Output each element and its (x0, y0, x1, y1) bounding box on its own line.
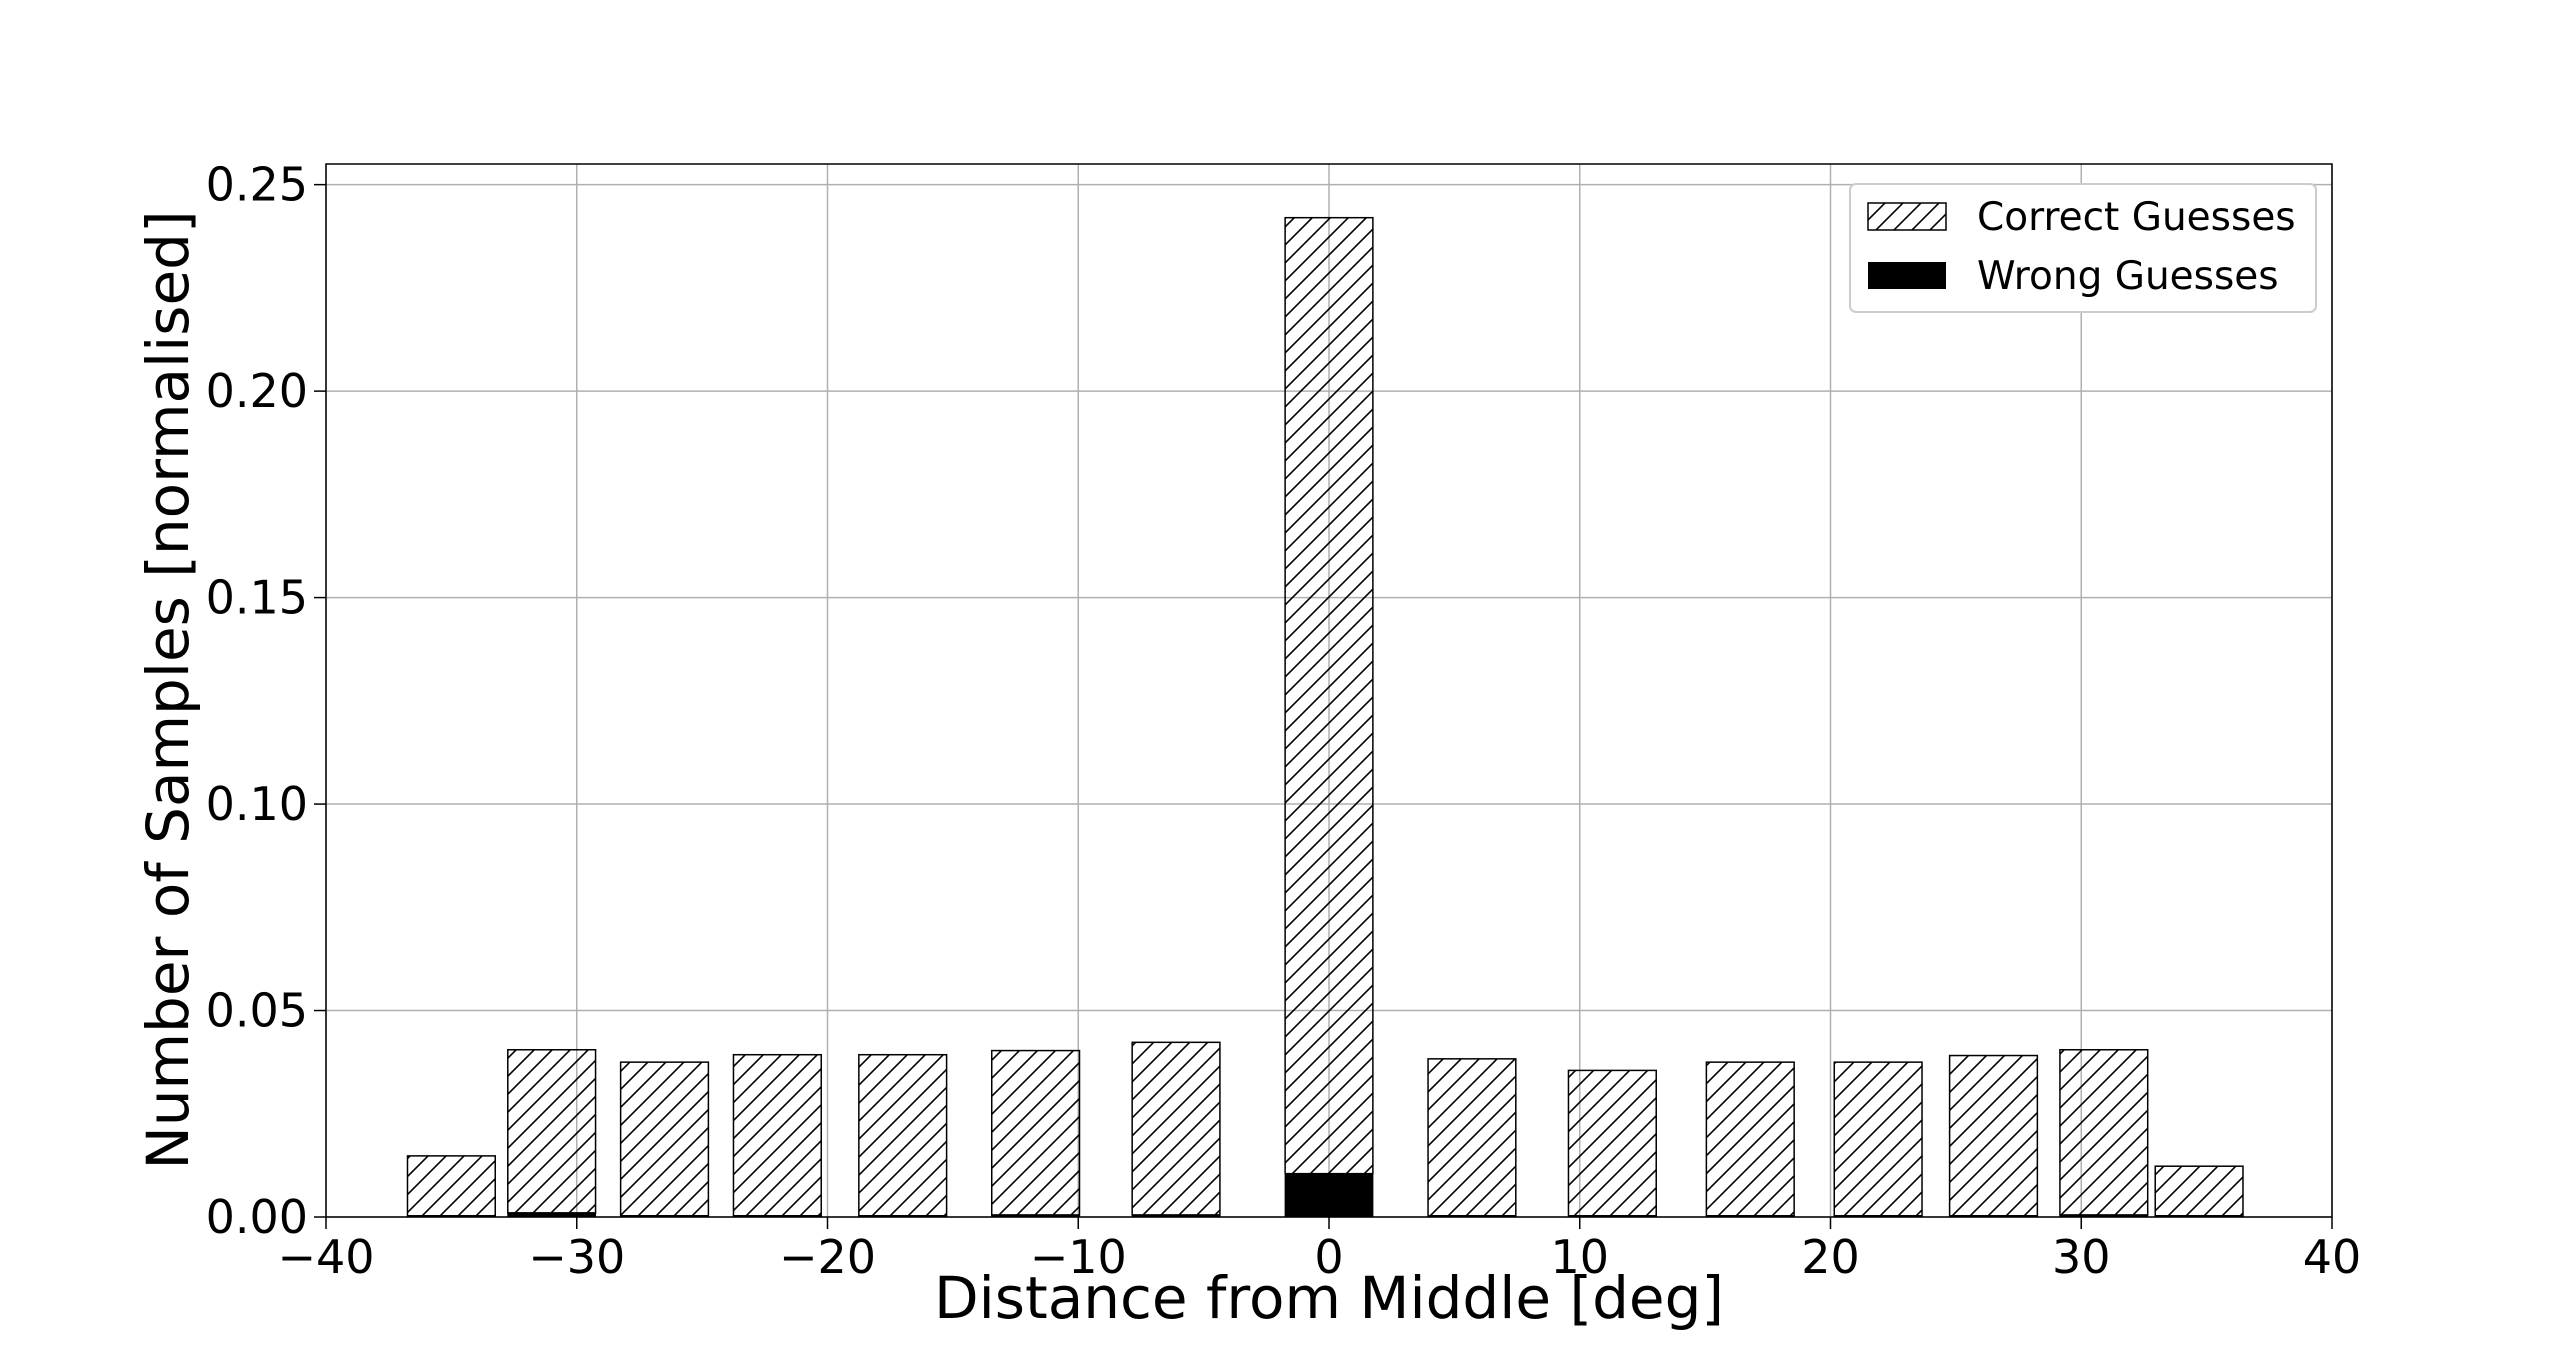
x-axis-label: Distance from Middle [deg] (934, 1264, 1724, 1332)
x-tick-label: −10 (1030, 1230, 1127, 1284)
legend: Correct Guesses Wrong Guesses (1849, 183, 2317, 313)
y-tick-label: 0.25 (206, 158, 308, 212)
x-tick-label: 0 (1314, 1230, 1343, 1284)
bar-correct (1567, 1069, 1657, 1217)
bar-correct (2154, 1165, 2244, 1217)
legend-swatch-correct (1867, 202, 1947, 231)
ticks: −40 −30 −20 −10 0 10 20 30 40 0.00 0.05 0.10 0.15 0.2… (206, 158, 2362, 1284)
x-tick-label: −40 (277, 1230, 374, 1284)
legend-swatch-wrong (1868, 262, 1946, 289)
x-tick-label: −30 (528, 1230, 625, 1284)
bar-correct (619, 1061, 710, 1217)
legend-label-wrong: Wrong Guesses (1977, 254, 2279, 299)
y-tick-label: 0.05 (206, 984, 308, 1038)
x-tick-label: 10 (1550, 1230, 1609, 1284)
bar-correct (2059, 1049, 2149, 1216)
bar-correct (507, 1049, 597, 1214)
bar-correct (1948, 1054, 2039, 1217)
bar-correct (1284, 216, 1374, 1175)
y-tick-label: 0.10 (206, 777, 308, 831)
bars (406, 216, 2244, 1218)
bar-correct (1427, 1058, 1517, 1217)
x-tick-label: 30 (2052, 1230, 2111, 1284)
bar-correct (732, 1053, 822, 1217)
bar-correct (1705, 1061, 1795, 1217)
x-tick-label: 40 (2303, 1230, 2362, 1284)
x-tick-label: 20 (1801, 1230, 1860, 1284)
bar-correct (858, 1053, 948, 1217)
x-tick-label: −20 (779, 1230, 876, 1284)
y-tick-label: 0.20 (206, 364, 308, 418)
bar-correct (1833, 1061, 1923, 1217)
legend-box (1849, 183, 2317, 313)
y-tick-label: 0.15 (206, 571, 308, 625)
y-tick-label: 0.00 (206, 1190, 308, 1244)
y-axis-label: Number of Samples [normalised] (134, 210, 202, 1169)
bar-correct (990, 1049, 1081, 1216)
legend-label-correct: Correct Guesses (1977, 195, 2296, 240)
bar-correct (406, 1155, 497, 1217)
bar-correct (1131, 1041, 1221, 1216)
bar-wrong (1284, 1173, 1374, 1218)
